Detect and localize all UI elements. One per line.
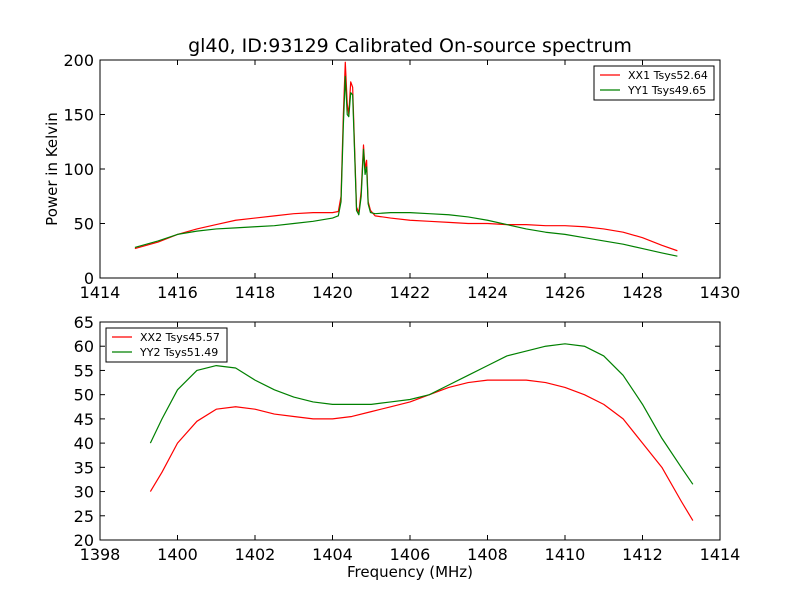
chart1-y-tick-label-2: 100 <box>63 160 94 179</box>
chart2-y-tick-label-3: 35 <box>74 458 94 477</box>
chart1-y-tick-label-3: 150 <box>63 106 94 125</box>
chart1-x-tick-label-6: 1426 <box>545 283 586 302</box>
chart1-y-tick-label-0: 0 <box>84 269 94 288</box>
chart1-x-tick-label-2: 1418 <box>235 283 276 302</box>
chart1-x-tick-label-0: 1414 <box>80 283 121 302</box>
chart2-x-axis-label: Frequency (MHz) <box>347 563 473 581</box>
chart2-x-tick-label-3: 1404 <box>312 545 353 564</box>
chart1-y-axis-label: Power in Kelvin <box>43 112 61 226</box>
chart2-series-1-line <box>149 379 694 521</box>
chart2-y-tick-label-5: 45 <box>74 410 94 429</box>
chart2-y-tick-label-8: 60 <box>74 337 94 356</box>
chart1-legend-entry-1: XX1 Tsys52.64 <box>628 69 708 82</box>
chart2-legend-entry-1: XX2 Tsys45.57 <box>140 331 220 344</box>
chart1-x-tick-label-3: 1420 <box>312 283 353 302</box>
chart1: 1414 1416 1418 1420 1422 1424 1426 1428 1430 0 50 1… <box>43 35 740 302</box>
chart1-x-tick-label-5: 1424 <box>467 283 508 302</box>
chart2-x-tick-label-4: 1406 <box>390 545 431 564</box>
chart2-x-tick-label-0: 1398 <box>80 545 121 564</box>
chart2-series-2-line <box>149 343 694 485</box>
chart1-x-tick-label-7: 1428 <box>622 283 663 302</box>
chart2-x-tick-label-8: 1414 <box>700 545 741 564</box>
chart2-x-tick-label-5: 1408 <box>467 545 508 564</box>
chart1-title: gl40, ID:93129 Calibrated On-source spec… <box>188 35 632 57</box>
chart1-y-tick-label-1: 50 <box>74 215 94 234</box>
chart2-legend-entry-2: YY2 Tsys51.49 <box>139 346 218 359</box>
chart2-legend: XX2 Tsys45.57 YY2 Tsys51.49 <box>105 327 228 363</box>
chart2-y-tick-label-0: 20 <box>74 531 94 550</box>
chart2-legend-box <box>105 327 228 363</box>
chart1-x-tick-label-4: 1422 <box>390 283 431 302</box>
chart1-legend-entry-2: YY1 Tsys49.65 <box>627 84 706 97</box>
chart1-x-tick-label-8: 1430 <box>700 283 741 302</box>
chart2-x-tick-label-2: 1402 <box>235 545 276 564</box>
chart2-x-tick-label-6: 1410 <box>545 545 586 564</box>
chart2-y-tick-label-6: 50 <box>74 386 94 405</box>
chart2-y-tick-label-2: 30 <box>74 483 94 502</box>
chart1-series-2-line <box>134 75 678 257</box>
chart1-x-tick-label-1: 1416 <box>157 283 198 302</box>
chart2-x-tick-label-1: 1400 <box>157 545 198 564</box>
chart2-y-tick-label-7: 55 <box>74 361 94 380</box>
chart2-y-tick-label-4: 40 <box>74 434 94 453</box>
chart2-y-tick-label-9: 65 <box>74 313 94 332</box>
chart2: 1398 1400 1402 1404 1406 1408 1410 1412 1414 20 25… <box>74 313 741 581</box>
chart1-legend: XX1 Tsys52.64 YY1 Tsys49.65 <box>593 65 715 101</box>
chart1-legend-box <box>593 65 715 101</box>
chart1-y-tick-label-4: 200 <box>63 51 94 70</box>
chart2-x-tick-label-7: 1412 <box>622 545 663 564</box>
chart2-y-tick-label-1: 25 <box>74 507 94 526</box>
